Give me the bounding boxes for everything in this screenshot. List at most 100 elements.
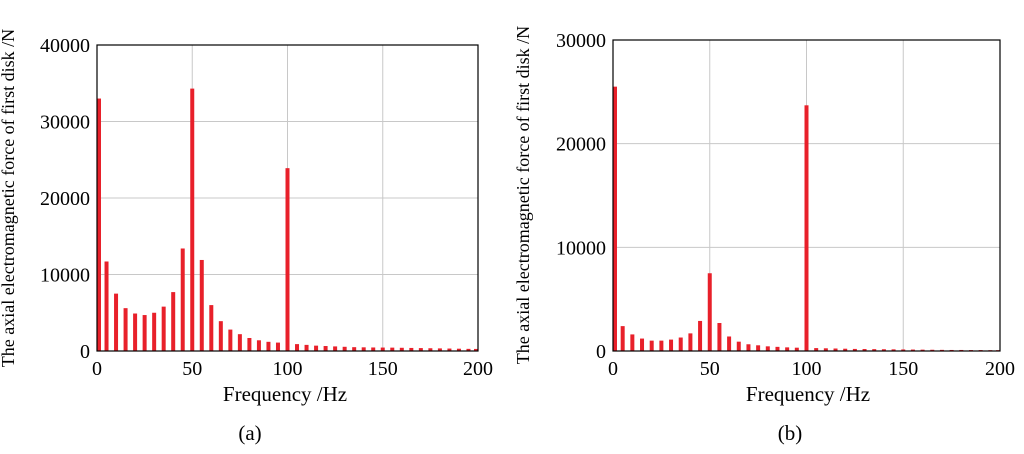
bar <box>474 348 478 351</box>
bar <box>123 308 128 351</box>
bar <box>613 86 617 352</box>
plot-frame-a <box>96 44 479 352</box>
bar <box>304 344 309 351</box>
bar <box>862 349 867 351</box>
bar <box>640 338 645 351</box>
bar <box>466 348 471 351</box>
y-tick-label: 40000 <box>40 35 90 57</box>
bar <box>209 305 214 351</box>
bar <box>104 261 109 351</box>
bar <box>881 349 886 351</box>
y-tick-label: 30000 <box>556 30 606 52</box>
y-axis-label-b: The axial electromagnetic force of first… <box>513 26 533 364</box>
bar <box>833 348 838 351</box>
bar <box>256 340 261 351</box>
x-tick-label: 200 <box>463 358 493 380</box>
x-tick-label: 0 <box>92 358 102 380</box>
bar <box>190 88 195 351</box>
y-tick-label: 20000 <box>556 134 606 156</box>
bar <box>872 349 877 351</box>
bar <box>218 321 223 351</box>
bar <box>727 336 732 351</box>
bar <box>688 333 693 351</box>
bar <box>399 347 404 351</box>
y-tick-label: 30000 <box>40 112 90 134</box>
bar <box>910 349 915 351</box>
bar <box>804 105 809 351</box>
bar <box>418 348 423 351</box>
y-tick-label: 0 <box>80 341 90 363</box>
bar <box>247 337 252 351</box>
bar <box>456 348 461 351</box>
bar <box>765 346 770 351</box>
plot-frame-b <box>612 39 1001 352</box>
y-tick-label: 10000 <box>556 237 606 259</box>
chart-panel-b: 0 50 100 150 200 0 10000 20000 30000 Frequency /… <box>512 0 1024 449</box>
x-tick-label: 150 <box>888 358 918 380</box>
bar <box>707 273 712 351</box>
bar <box>152 312 157 351</box>
bar <box>199 259 204 351</box>
bar <box>823 348 828 351</box>
x-tick-label: 0 <box>608 358 618 380</box>
bar <box>361 347 366 351</box>
chart-panel-a: 0 50 100 150 200 0 10000 20000 30000 40000 Freque… <box>0 0 512 449</box>
bar <box>678 337 683 351</box>
bar <box>756 345 761 351</box>
bar <box>736 341 741 351</box>
x-tick-label: 200 <box>985 358 1015 380</box>
bar <box>785 347 790 351</box>
y-tick-label: 20000 <box>40 188 90 210</box>
bar <box>620 326 625 351</box>
x-tick-label: 50 <box>182 358 202 380</box>
bar <box>171 292 176 351</box>
bar <box>843 348 848 351</box>
bar <box>930 349 935 351</box>
caption-b: (b) <box>778 421 803 445</box>
bar <box>659 340 664 351</box>
y-tick-label: 0 <box>596 341 606 363</box>
bar <box>447 348 452 351</box>
bar <box>266 341 271 351</box>
bar <box>669 339 674 351</box>
bar <box>409 347 414 351</box>
bar <box>775 346 780 351</box>
bar <box>852 348 857 351</box>
bar <box>352 347 357 351</box>
x-axis-label-b: Frequency /Hz <box>746 382 870 406</box>
bar <box>437 348 442 351</box>
bar <box>180 248 185 351</box>
bar <box>114 293 119 351</box>
bar <box>285 168 290 351</box>
x-tick-label: 50 <box>700 358 720 380</box>
x-tick-label: 100 <box>792 358 822 380</box>
bar <box>428 348 433 351</box>
bar <box>891 349 896 351</box>
bar <box>794 347 799 351</box>
bar-chart-b: 0 50 100 150 200 0 10000 20000 30000 Frequency /… <box>513 26 1015 445</box>
bar <box>237 334 242 351</box>
y-tick-label: 10000 <box>40 265 90 287</box>
bar-chart-a: 0 50 100 150 200 0 10000 20000 30000 40000 Freque… <box>0 29 493 445</box>
bar <box>161 306 166 351</box>
y-axis-label-a: The axial electromagnetic force of first… <box>0 29 18 367</box>
x-tick-label: 100 <box>273 358 303 380</box>
bar <box>228 329 233 351</box>
bar <box>333 346 338 351</box>
bar <box>142 315 147 351</box>
bar <box>649 340 654 351</box>
bar <box>717 323 722 351</box>
bar <box>920 349 925 351</box>
bar <box>314 345 319 351</box>
bar <box>295 344 300 351</box>
bar <box>630 334 635 351</box>
bar <box>698 320 703 351</box>
bar <box>342 346 347 351</box>
bar <box>323 346 328 351</box>
caption-a: (a) <box>238 421 261 445</box>
bar <box>133 313 138 351</box>
bar <box>97 98 101 351</box>
bar <box>380 347 385 351</box>
bar <box>901 349 906 351</box>
x-axis-label-a: Frequency /Hz <box>223 382 347 406</box>
